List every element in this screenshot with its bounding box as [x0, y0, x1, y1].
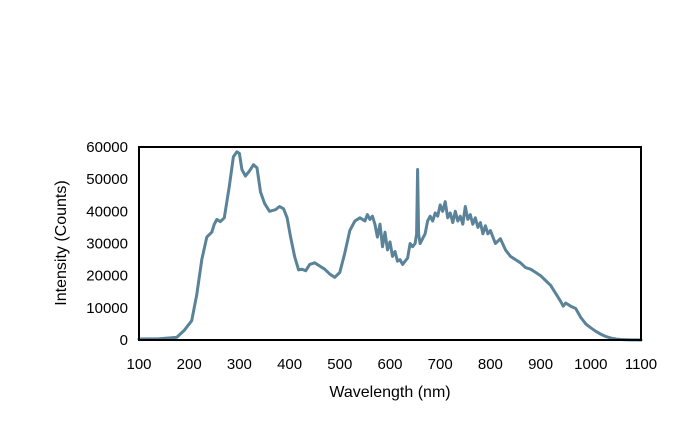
x-tick-label: 1100 — [625, 356, 657, 373]
y-tick-label: 0 — [120, 332, 128, 349]
x-tick-label: 200 — [177, 356, 202, 373]
x-tick-label: 1000 — [574, 356, 607, 373]
x-tick-label: 600 — [377, 356, 402, 373]
x-tick-label: 400 — [277, 356, 302, 373]
y-tick-label: 10000 — [86, 300, 128, 317]
x-tick-label: 700 — [428, 356, 453, 373]
y-tick-label: 50000 — [86, 171, 128, 188]
y-tick-label: 20000 — [86, 268, 128, 285]
plot-frame — [138, 146, 642, 341]
y-tick-label: 40000 — [86, 203, 128, 220]
x-tick-label: 800 — [478, 356, 503, 373]
x-tick-label: 900 — [528, 356, 553, 373]
x-tick-label: 100 — [126, 356, 151, 373]
y-tick-label: 60000 — [86, 139, 128, 156]
x-tick-label: 500 — [327, 356, 352, 373]
x-axis-ticks: 100 200 300 400 500 600 700 800 900 1000 1100 — [126, 356, 657, 373]
y-axis-ticks: 0 10000 20000 30000 40000 50000 60000 — [86, 139, 128, 349]
x-axis-title: Wavelength (nm) — [329, 384, 450, 401]
series-line — [137, 150, 643, 342]
x-tick-label: 300 — [227, 356, 252, 373]
y-tick-label: 30000 — [86, 236, 128, 253]
y-axis-title: Intensity (Counts) — [53, 180, 70, 305]
